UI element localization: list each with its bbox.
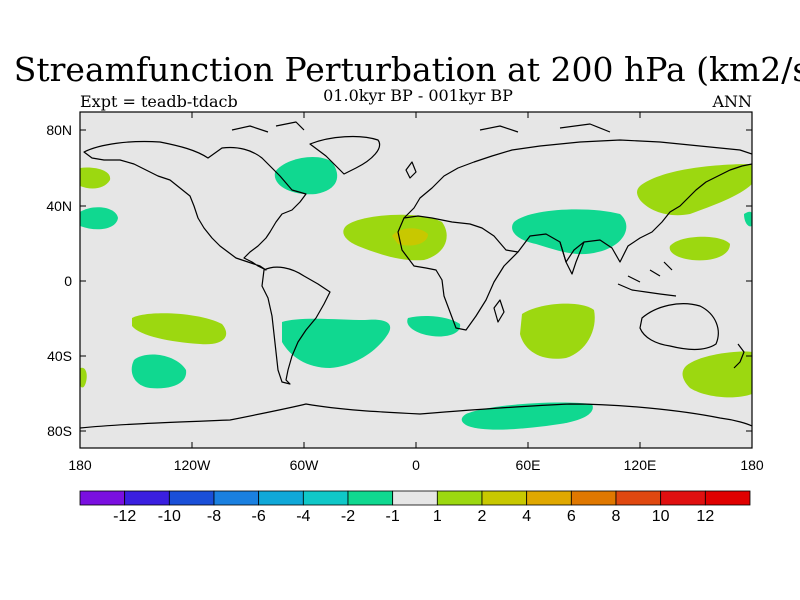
colorbar-swatch xyxy=(258,490,304,506)
coastline-madagascar xyxy=(493,299,505,323)
colorbar-swatch xyxy=(124,490,170,506)
colorbar-swatch xyxy=(570,490,617,506)
experiment-label: Expt = teadb-tdacb xyxy=(80,92,238,111)
anomaly-region xyxy=(80,167,111,189)
anomaly-region xyxy=(682,351,752,398)
colorbar-swatch xyxy=(615,490,662,506)
colorbar-swatch xyxy=(302,490,349,506)
colorbar-label: 4 xyxy=(522,508,532,525)
anomaly-region xyxy=(131,354,187,389)
colorbar-swatch xyxy=(704,490,751,506)
colorbar-swatch xyxy=(526,490,572,506)
axis-ticks xyxy=(80,112,752,448)
colorbar-label: 2 xyxy=(477,508,487,525)
colorbar-swatch xyxy=(436,490,483,506)
coastline-maritime-asia xyxy=(617,261,677,297)
lon-tick-label: 180 xyxy=(740,457,764,473)
anomaly-region xyxy=(669,236,730,261)
anomaly-region xyxy=(80,207,118,230)
coastline-antarctica xyxy=(80,403,752,429)
anomaly-region xyxy=(274,157,338,195)
season-label: ANN xyxy=(712,92,752,111)
colorbar-label: -12 xyxy=(113,508,137,525)
anomaly-region xyxy=(744,211,752,227)
coastlines xyxy=(80,121,752,429)
map-plot-area xyxy=(80,112,752,448)
lat-tick-label: 80N xyxy=(46,122,72,138)
anomaly-region xyxy=(512,209,627,255)
anomaly-region xyxy=(80,367,87,388)
anomaly-region xyxy=(392,228,428,246)
colorbar-swatch xyxy=(660,490,706,506)
colorbar-label: -2 xyxy=(340,508,356,525)
coastline-new-zealand xyxy=(733,343,745,369)
ocean-background xyxy=(80,112,752,448)
anomaly-region xyxy=(461,402,593,430)
colorbar-swatch xyxy=(79,490,126,506)
anomaly-region xyxy=(520,303,595,359)
map-title: Streamfunction Perturbation at 200 hPa (… xyxy=(13,50,800,89)
coastline-greenland xyxy=(309,135,381,175)
colorbar xyxy=(79,490,751,506)
colorbar-label: -1 xyxy=(385,508,400,525)
lon-tick-label: 60W xyxy=(289,457,319,473)
colorbar-swatch xyxy=(481,490,528,506)
colorbar-swatch xyxy=(213,490,260,506)
lon-tick-label: 0 xyxy=(412,457,420,473)
coastline-british-isles xyxy=(405,161,417,179)
anomaly-region xyxy=(407,316,461,337)
coastline-south-america xyxy=(261,266,331,385)
coastline-north-america xyxy=(83,140,307,271)
colorbar-label: -8 xyxy=(206,508,222,525)
colorbar-label: 12 xyxy=(696,508,715,525)
anomaly-region xyxy=(132,313,227,345)
anomaly-region xyxy=(637,164,752,216)
colorbar-label: 6 xyxy=(566,508,576,525)
lon-tick-label: 120W xyxy=(173,457,211,473)
colorbar-swatch xyxy=(347,490,394,506)
colorbar-swatch xyxy=(168,490,215,506)
lon-tick-label: 60E xyxy=(515,457,541,473)
colorbar-label: 1 xyxy=(432,508,442,525)
lat-tick-label: 40S xyxy=(47,348,72,364)
coastline-australia xyxy=(639,303,719,351)
coastline-arctic-islands xyxy=(231,121,611,133)
lat-tick-label: 40N xyxy=(46,198,72,214)
colorbar-label: -4 xyxy=(296,508,311,525)
map-subtitle: 01.0kyr BP - 001kyr BP xyxy=(323,86,513,105)
coastline-africa xyxy=(397,215,519,331)
colorbar-label: 10 xyxy=(651,508,670,525)
lat-tick-label: 80S xyxy=(47,423,72,439)
colorbar-label: -10 xyxy=(157,508,181,525)
colorbar-swatch xyxy=(392,490,438,506)
anomaly-fields xyxy=(80,157,752,430)
lon-tick-label: 180 xyxy=(68,457,92,473)
coastline-india xyxy=(559,241,585,275)
colorbar-label: -6 xyxy=(251,508,266,525)
lat-tick-label: 0 xyxy=(64,273,72,289)
anomaly-region xyxy=(282,318,391,368)
colorbar-label: 8 xyxy=(611,508,621,525)
coastline-eurasia-africa xyxy=(403,139,752,219)
lon-tick-label: 120E xyxy=(623,457,657,473)
